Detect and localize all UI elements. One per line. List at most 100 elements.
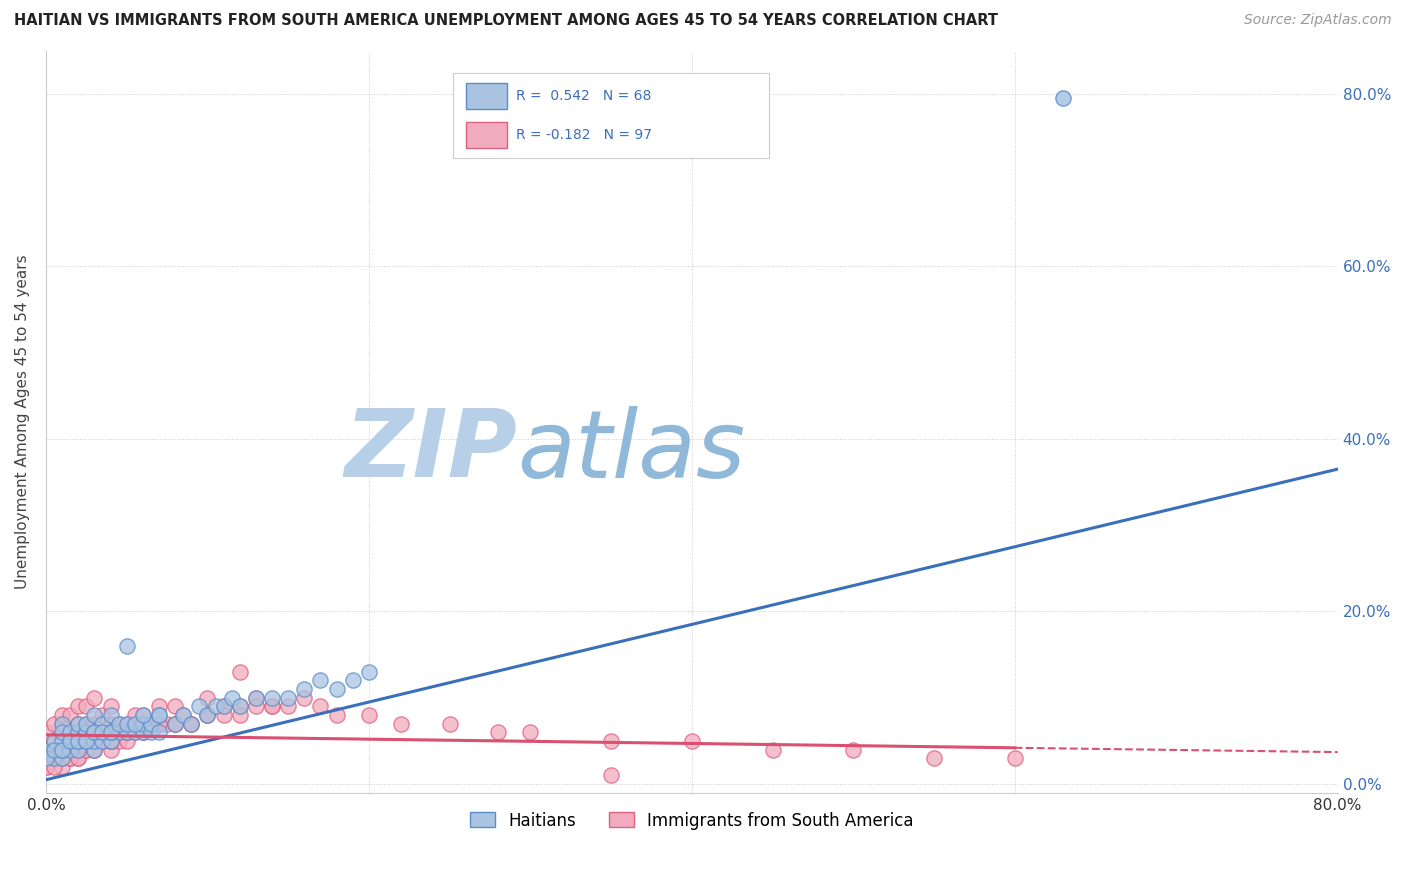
Point bbox=[124, 716, 146, 731]
Point bbox=[212, 699, 235, 714]
Point bbox=[83, 742, 105, 756]
Point bbox=[197, 690, 219, 705]
Point bbox=[132, 716, 155, 731]
Point bbox=[35, 742, 58, 756]
Point bbox=[91, 725, 114, 739]
Point bbox=[115, 725, 138, 739]
Point bbox=[309, 673, 332, 688]
Point bbox=[59, 734, 82, 748]
Point bbox=[132, 708, 155, 723]
Point bbox=[439, 716, 461, 731]
Point bbox=[172, 708, 194, 723]
Point bbox=[67, 716, 90, 731]
Point bbox=[245, 690, 267, 705]
Point bbox=[156, 716, 179, 731]
Point bbox=[172, 708, 194, 723]
Point bbox=[277, 690, 299, 705]
Point bbox=[91, 734, 114, 748]
Point bbox=[51, 742, 73, 756]
Point bbox=[67, 751, 90, 765]
Point bbox=[132, 725, 155, 739]
Point bbox=[67, 699, 90, 714]
Point bbox=[67, 742, 90, 756]
Point bbox=[139, 725, 162, 739]
Point bbox=[75, 742, 97, 756]
Point bbox=[67, 716, 90, 731]
Point bbox=[1004, 751, 1026, 765]
Point bbox=[309, 699, 332, 714]
Point bbox=[228, 699, 250, 714]
Point bbox=[51, 725, 73, 739]
Point bbox=[165, 716, 187, 731]
Point bbox=[100, 708, 122, 723]
Point bbox=[59, 734, 82, 748]
Point bbox=[42, 760, 65, 774]
Point bbox=[83, 742, 105, 756]
Text: ZIP: ZIP bbox=[344, 405, 517, 498]
Point bbox=[681, 734, 703, 748]
Point bbox=[67, 734, 90, 748]
Point bbox=[148, 725, 170, 739]
Point bbox=[51, 760, 73, 774]
Point bbox=[188, 699, 211, 714]
Point bbox=[100, 734, 122, 748]
Point bbox=[115, 639, 138, 653]
Point bbox=[51, 742, 73, 756]
Point bbox=[100, 734, 122, 748]
Point bbox=[35, 760, 58, 774]
Point bbox=[204, 699, 226, 714]
Point bbox=[245, 690, 267, 705]
Point bbox=[59, 708, 82, 723]
Point bbox=[180, 716, 202, 731]
Point bbox=[75, 725, 97, 739]
Point bbox=[67, 734, 90, 748]
Point bbox=[165, 699, 187, 714]
Point bbox=[42, 734, 65, 748]
Point bbox=[357, 665, 380, 679]
Point bbox=[83, 734, 105, 748]
Point bbox=[83, 716, 105, 731]
Point bbox=[124, 725, 146, 739]
Point bbox=[107, 725, 129, 739]
Point bbox=[67, 725, 90, 739]
Point bbox=[83, 742, 105, 756]
Point bbox=[325, 682, 347, 697]
Point bbox=[75, 699, 97, 714]
Point bbox=[91, 716, 114, 731]
Point bbox=[91, 734, 114, 748]
Point bbox=[75, 716, 97, 731]
Legend: Haitians, Immigrants from South America: Haitians, Immigrants from South America bbox=[463, 805, 921, 837]
Point bbox=[107, 725, 129, 739]
Point bbox=[292, 690, 315, 705]
Point bbox=[42, 751, 65, 765]
Point bbox=[260, 690, 283, 705]
Point bbox=[107, 716, 129, 731]
Point bbox=[180, 716, 202, 731]
Point bbox=[922, 751, 945, 765]
Point bbox=[91, 708, 114, 723]
Point bbox=[761, 742, 783, 756]
Point bbox=[148, 708, 170, 723]
Point bbox=[42, 734, 65, 748]
Point bbox=[100, 716, 122, 731]
Point bbox=[132, 725, 155, 739]
Point bbox=[42, 742, 65, 756]
Point bbox=[42, 751, 65, 765]
Point bbox=[115, 716, 138, 731]
Point bbox=[59, 751, 82, 765]
Point bbox=[228, 708, 250, 723]
Point bbox=[148, 716, 170, 731]
Point bbox=[389, 716, 412, 731]
Point bbox=[107, 734, 129, 748]
Point bbox=[75, 716, 97, 731]
Point bbox=[842, 742, 865, 756]
Point bbox=[107, 716, 129, 731]
Point bbox=[91, 734, 114, 748]
Point bbox=[51, 734, 73, 748]
Point bbox=[292, 682, 315, 697]
Point bbox=[519, 725, 541, 739]
Point bbox=[124, 708, 146, 723]
Point bbox=[148, 708, 170, 723]
Point bbox=[67, 751, 90, 765]
Point bbox=[221, 690, 243, 705]
